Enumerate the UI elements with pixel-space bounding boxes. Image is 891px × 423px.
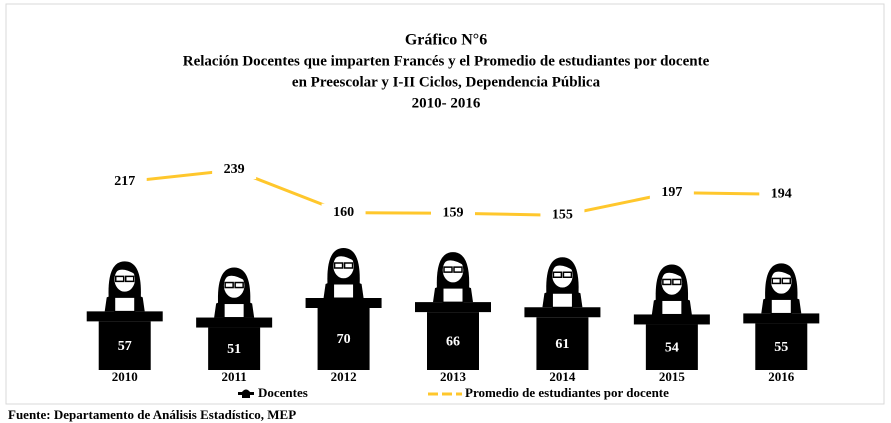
teacher-book bbox=[334, 284, 354, 298]
legend-label: Docentes bbox=[258, 385, 308, 400]
x-tick-label: 2012 bbox=[331, 369, 357, 384]
teacher-glasses bbox=[663, 279, 671, 284]
value-label: 61 bbox=[555, 337, 569, 352]
podium-top bbox=[196, 318, 272, 328]
podium-top bbox=[87, 311, 163, 321]
value-label: 54 bbox=[665, 340, 679, 355]
teacher-glasses bbox=[345, 263, 353, 268]
teacher-glasses bbox=[454, 267, 462, 272]
value-label: 57 bbox=[118, 339, 132, 354]
teacher-glasses bbox=[782, 278, 790, 283]
source-note: Fuente: Departamento de Análisis Estadís… bbox=[8, 407, 296, 422]
teacher-glasses bbox=[553, 272, 561, 277]
teacher-glasses bbox=[116, 276, 124, 281]
teacher-book bbox=[224, 304, 244, 318]
teacher-book bbox=[115, 297, 135, 311]
chart: Gráfico N°6 Relación Docentes que impart… bbox=[0, 0, 891, 423]
value-label: 155 bbox=[552, 208, 573, 223]
x-tick-label: 2011 bbox=[221, 369, 246, 384]
x-tick-label: 2016 bbox=[768, 369, 795, 384]
legend-icon bbox=[238, 392, 254, 395]
podium-top bbox=[415, 302, 491, 312]
value-label: 239 bbox=[224, 162, 245, 177]
teacher-glasses bbox=[772, 278, 780, 283]
value-label: 159 bbox=[443, 205, 464, 220]
x-tick-label: 2013 bbox=[440, 369, 467, 384]
value-label: 66 bbox=[446, 334, 460, 349]
x-tick-label: 2010 bbox=[112, 369, 138, 384]
teacher-glasses bbox=[563, 272, 571, 277]
podium-top bbox=[743, 313, 819, 323]
teacher-book bbox=[771, 299, 791, 313]
value-label: 70 bbox=[337, 332, 351, 347]
chart-subtitle: en Preescolar y I-II Ciclos, Dependencia… bbox=[292, 74, 601, 90]
podium-top bbox=[306, 298, 382, 308]
x-tick-label: 2015 bbox=[659, 369, 686, 384]
teacher-glasses bbox=[335, 263, 343, 268]
podium-top bbox=[634, 314, 710, 324]
value-label: 51 bbox=[227, 342, 241, 357]
value-label: 194 bbox=[771, 187, 792, 202]
value-label: 197 bbox=[661, 185, 682, 200]
teacher-glasses bbox=[235, 283, 243, 288]
legend-label: Promedio de estudiantes por docente bbox=[465, 385, 669, 400]
teacher-book bbox=[552, 293, 572, 307]
value-label: 217 bbox=[114, 174, 135, 189]
teacher-glasses bbox=[444, 267, 452, 272]
legend-promedio: Promedio de estudiantes por docente bbox=[428, 385, 669, 400]
chart-subtitle: Relación Docentes que imparten Francés y… bbox=[183, 53, 710, 69]
teacher-book bbox=[662, 300, 682, 314]
value-label: 55 bbox=[774, 340, 788, 355]
legend-icon bbox=[242, 395, 250, 398]
chart-title: Gráfico N°6 bbox=[405, 32, 487, 49]
teacher-glasses bbox=[126, 276, 134, 281]
teacher-glasses bbox=[673, 279, 681, 284]
teacher-book bbox=[443, 288, 463, 302]
x-tick-label: 2014 bbox=[549, 369, 576, 384]
value-label: 160 bbox=[333, 205, 354, 220]
chart-subtitle: 2010- 2016 bbox=[412, 95, 481, 111]
teacher-glasses bbox=[225, 283, 233, 288]
podium-top bbox=[524, 307, 600, 317]
